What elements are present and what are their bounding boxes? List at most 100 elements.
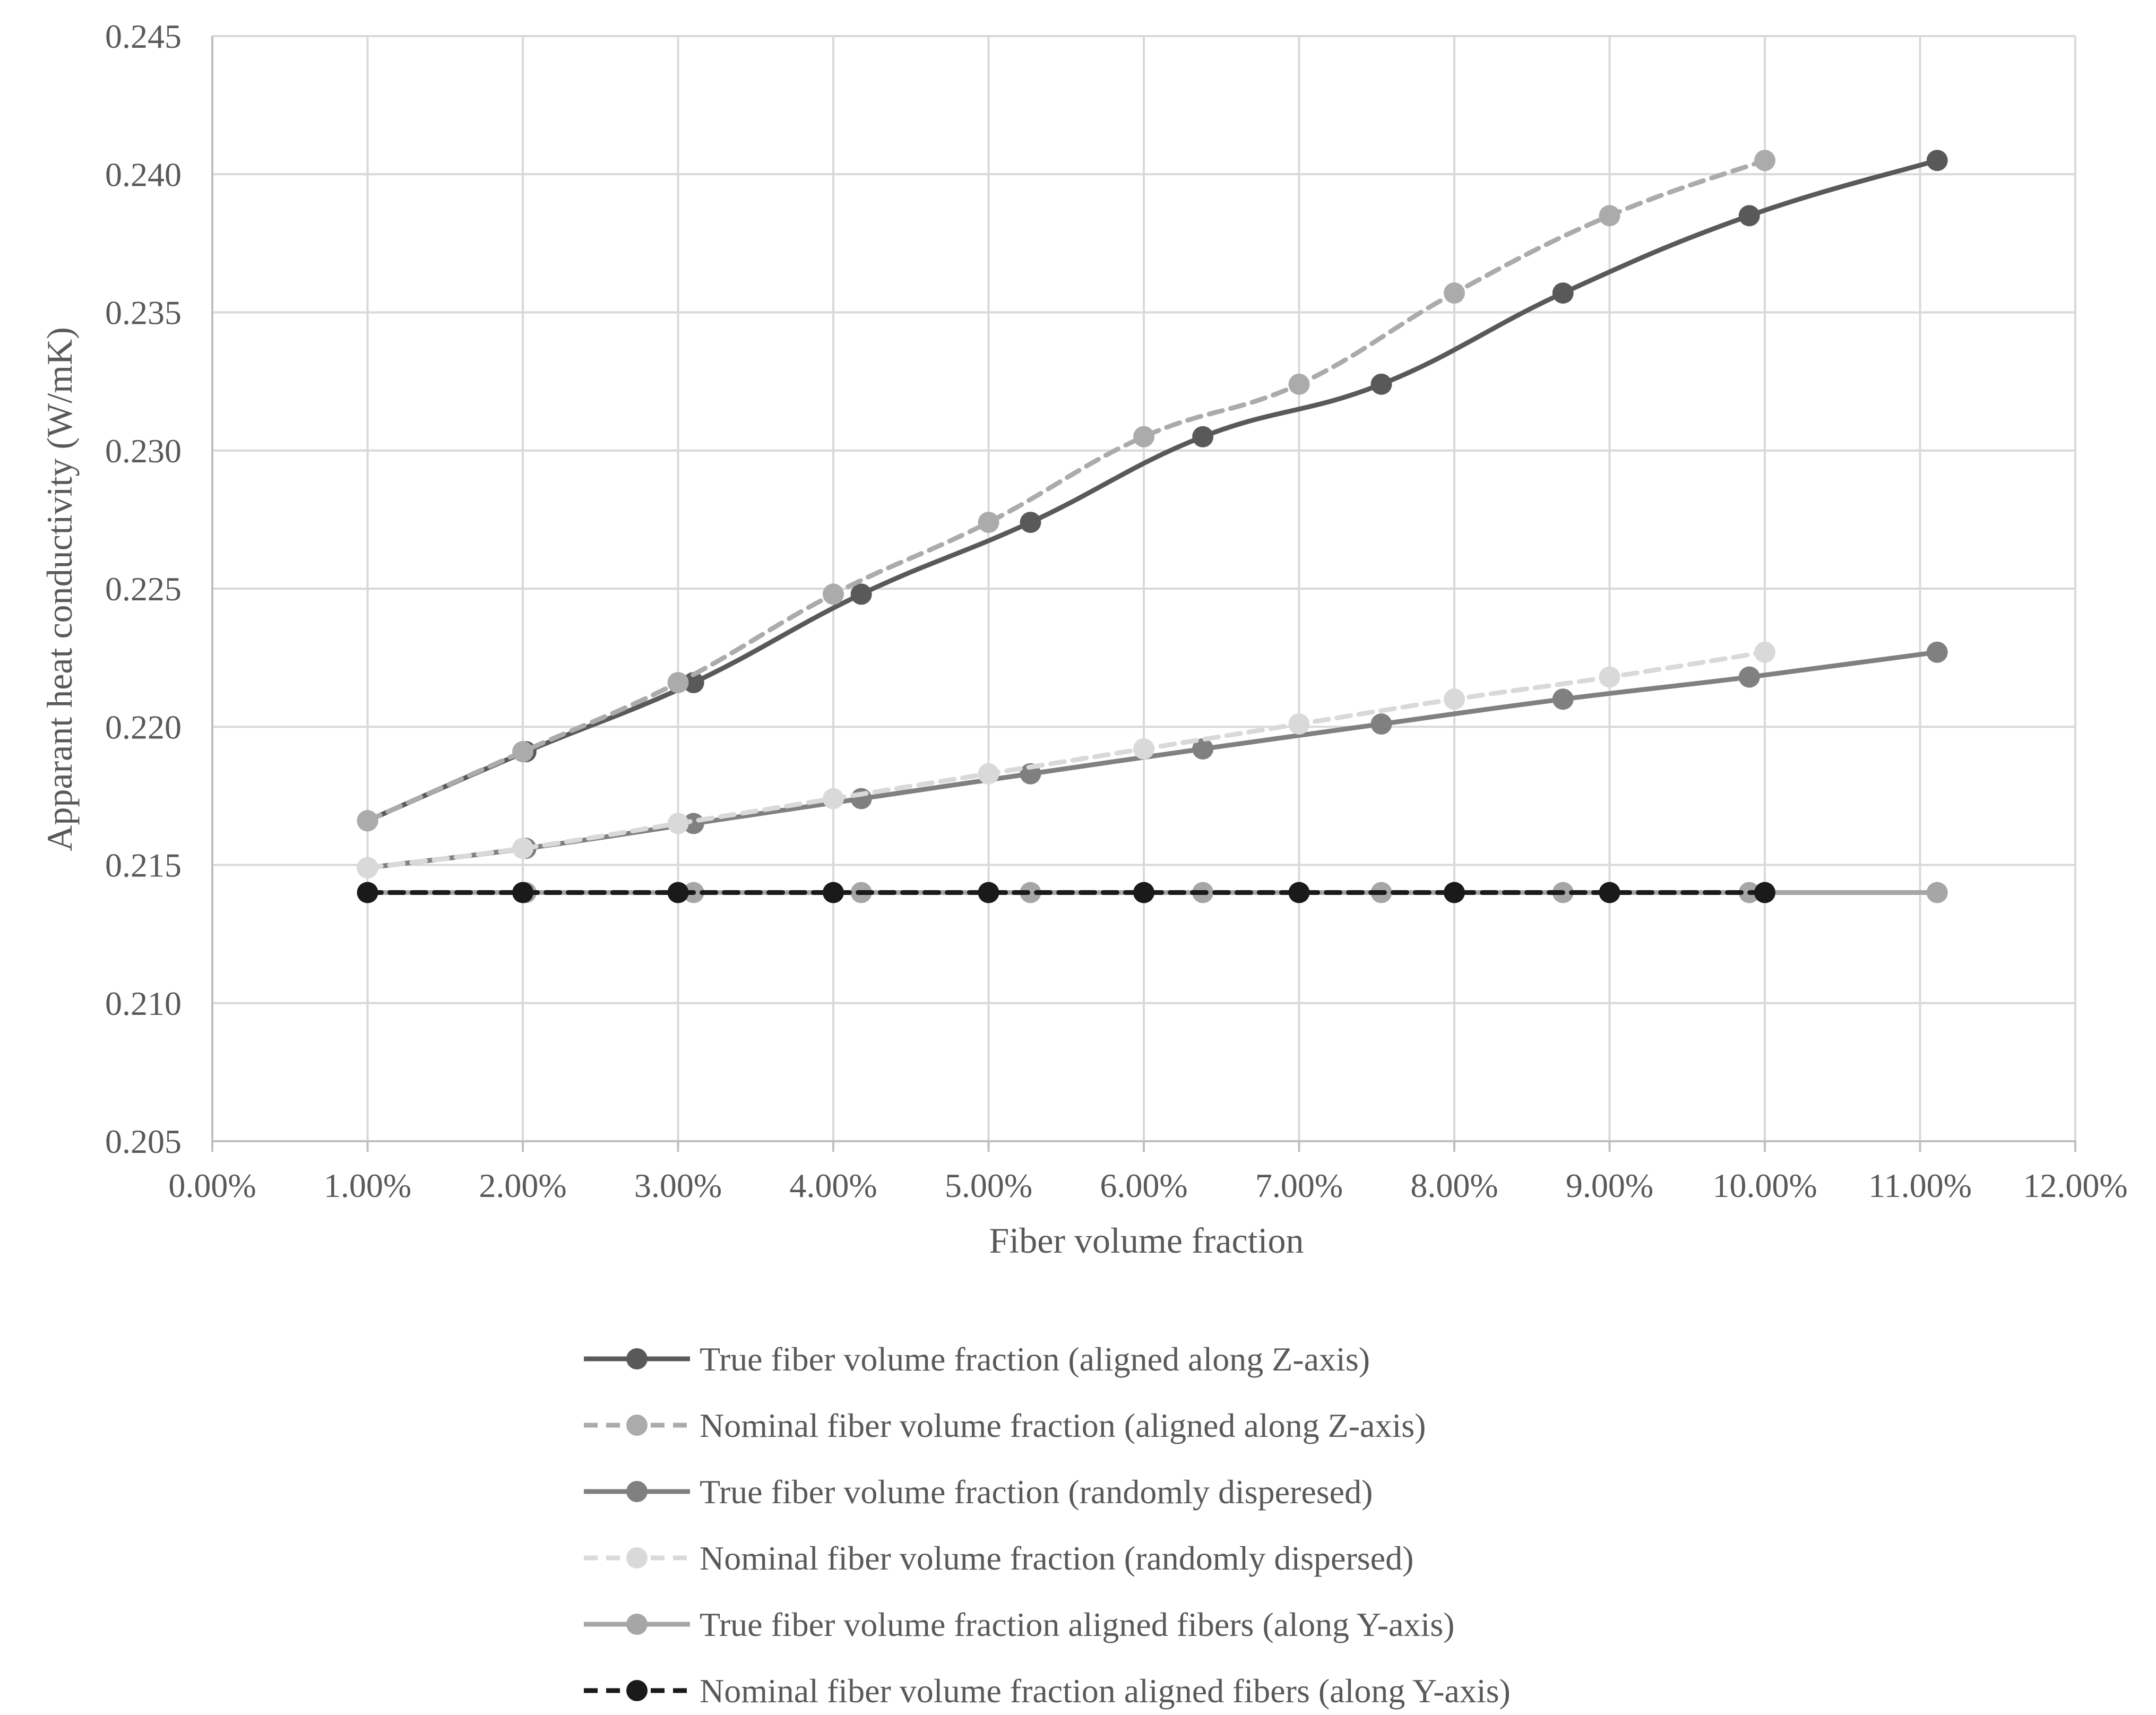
series-2 bbox=[357, 150, 1775, 832]
x-tick-label: 0.00% bbox=[168, 1167, 256, 1204]
data-point bbox=[1370, 713, 1392, 735]
data-point bbox=[667, 671, 689, 693]
legend-swatch-marker bbox=[626, 1481, 648, 1502]
y-tick-label: 0.240 bbox=[105, 156, 182, 193]
legend-item: True fiber volume fraction (aligned alon… bbox=[584, 1340, 1370, 1378]
data-point bbox=[1192, 738, 1214, 760]
data-point bbox=[357, 882, 378, 903]
x-tick-label: 12.00% bbox=[2023, 1167, 2127, 1204]
y-tick-label: 0.230 bbox=[105, 432, 182, 470]
y-axis-title: Apparant heat conductivity (W/mK) bbox=[39, 327, 80, 851]
legend-item: True fiber volume fraction aligned fiber… bbox=[584, 1606, 1454, 1643]
data-point bbox=[1288, 373, 1310, 395]
x-tick-label: 4.00% bbox=[789, 1167, 877, 1204]
x-tick-label: 7.00% bbox=[1255, 1167, 1343, 1204]
legend-item: True fiber volume fraction (randomly dis… bbox=[584, 1473, 1373, 1511]
data-point bbox=[850, 583, 872, 605]
series-4 bbox=[357, 641, 1775, 878]
y-tick-label: 0.245 bbox=[105, 18, 182, 55]
data-point bbox=[1754, 150, 1775, 171]
x-tick-label: 5.00% bbox=[945, 1167, 1032, 1204]
data-point bbox=[978, 512, 999, 533]
legend-swatch-marker bbox=[626, 1680, 648, 1701]
x-tick-label: 3.00% bbox=[634, 1167, 722, 1204]
data-point bbox=[1192, 426, 1214, 447]
data-point bbox=[1926, 150, 1948, 171]
data-point bbox=[667, 882, 689, 903]
x-tick-label: 8.00% bbox=[1410, 1167, 1498, 1204]
data-point bbox=[1370, 373, 1392, 395]
series-group bbox=[357, 150, 1948, 903]
data-point bbox=[1133, 882, 1154, 903]
series-6 bbox=[357, 882, 1775, 903]
data-point bbox=[1552, 282, 1574, 304]
data-point bbox=[1599, 205, 1620, 227]
data-point bbox=[1754, 641, 1775, 663]
legend-label: True fiber volume fraction (aligned alon… bbox=[700, 1340, 1370, 1378]
data-point bbox=[683, 671, 704, 693]
data-point bbox=[1599, 882, 1620, 903]
data-point bbox=[1288, 882, 1310, 903]
legend-item: Nominal fiber volume fraction (aligned a… bbox=[584, 1407, 1426, 1444]
data-point bbox=[1133, 426, 1154, 447]
y-tick-label: 0.235 bbox=[105, 294, 182, 332]
data-point bbox=[667, 813, 689, 834]
data-point bbox=[978, 763, 999, 785]
legend-label: True fiber volume fraction aligned fiber… bbox=[700, 1606, 1454, 1643]
legend-swatch-marker bbox=[626, 1547, 648, 1569]
data-point bbox=[1926, 882, 1948, 903]
y-tick-label: 0.225 bbox=[105, 570, 182, 608]
data-point bbox=[850, 788, 872, 809]
legend-item: Nominal fiber volume fraction aligned fi… bbox=[584, 1672, 1511, 1710]
data-point bbox=[823, 583, 844, 605]
data-point bbox=[1926, 641, 1948, 663]
data-point bbox=[357, 857, 378, 878]
x-tick-label: 6.00% bbox=[1100, 1167, 1187, 1204]
x-tick-label: 11.00% bbox=[1868, 1167, 1972, 1204]
x-axis-title: Fiber volume fraction bbox=[989, 1220, 1304, 1261]
data-point bbox=[1754, 882, 1775, 903]
legend-item: Nominal fiber volume fraction (randomly … bbox=[584, 1539, 1413, 1577]
series-3 bbox=[357, 641, 1948, 878]
y-tick-label: 0.210 bbox=[105, 985, 182, 1022]
legend-label: Nominal fiber volume fraction (randomly … bbox=[700, 1539, 1413, 1577]
data-point bbox=[1738, 205, 1760, 227]
axes bbox=[211, 36, 2076, 1152]
data-point bbox=[1133, 738, 1154, 760]
legend: True fiber volume fraction (aligned alon… bbox=[584, 1340, 1511, 1710]
legend-label: Nominal fiber volume fraction aligned fi… bbox=[700, 1672, 1511, 1710]
series-1 bbox=[357, 150, 1948, 832]
series-line bbox=[365, 158, 1940, 823]
x-tick-label: 2.00% bbox=[479, 1167, 566, 1204]
data-point bbox=[357, 810, 378, 832]
x-tick-label: 9.00% bbox=[1566, 1167, 1653, 1204]
y-tick-label: 0.220 bbox=[105, 708, 182, 746]
series-line bbox=[365, 650, 1767, 871]
data-point bbox=[1444, 882, 1465, 903]
legend-label: True fiber volume fraction (randomly dis… bbox=[700, 1473, 1373, 1511]
y-tick-label: 0.205 bbox=[105, 1123, 182, 1160]
series-line bbox=[365, 158, 1767, 823]
data-point bbox=[1552, 688, 1574, 710]
tick-labels: 0.205 0.210 0.215 0.220 0.225 0.230 0.235 0.240… bbox=[105, 18, 2128, 1204]
y-tick-label: 0.215 bbox=[105, 847, 182, 884]
x-tick-label: 1.00% bbox=[324, 1167, 411, 1204]
legend-label: Nominal fiber volume fraction (aligned a… bbox=[700, 1407, 1426, 1444]
data-point bbox=[512, 838, 533, 859]
data-point bbox=[1020, 512, 1041, 533]
data-point bbox=[1599, 666, 1620, 688]
data-point bbox=[823, 788, 844, 809]
data-point bbox=[1020, 882, 1041, 903]
data-point bbox=[512, 882, 533, 903]
data-point bbox=[512, 741, 533, 763]
x-tick-label: 10.00% bbox=[1712, 1167, 1817, 1204]
data-point bbox=[978, 882, 999, 903]
data-point bbox=[823, 882, 844, 903]
legend-swatch-marker bbox=[626, 1415, 648, 1436]
legend-swatch-marker bbox=[626, 1614, 648, 1635]
legend-swatch-marker bbox=[626, 1348, 648, 1369]
data-point bbox=[1444, 688, 1465, 710]
data-point bbox=[1738, 666, 1760, 688]
